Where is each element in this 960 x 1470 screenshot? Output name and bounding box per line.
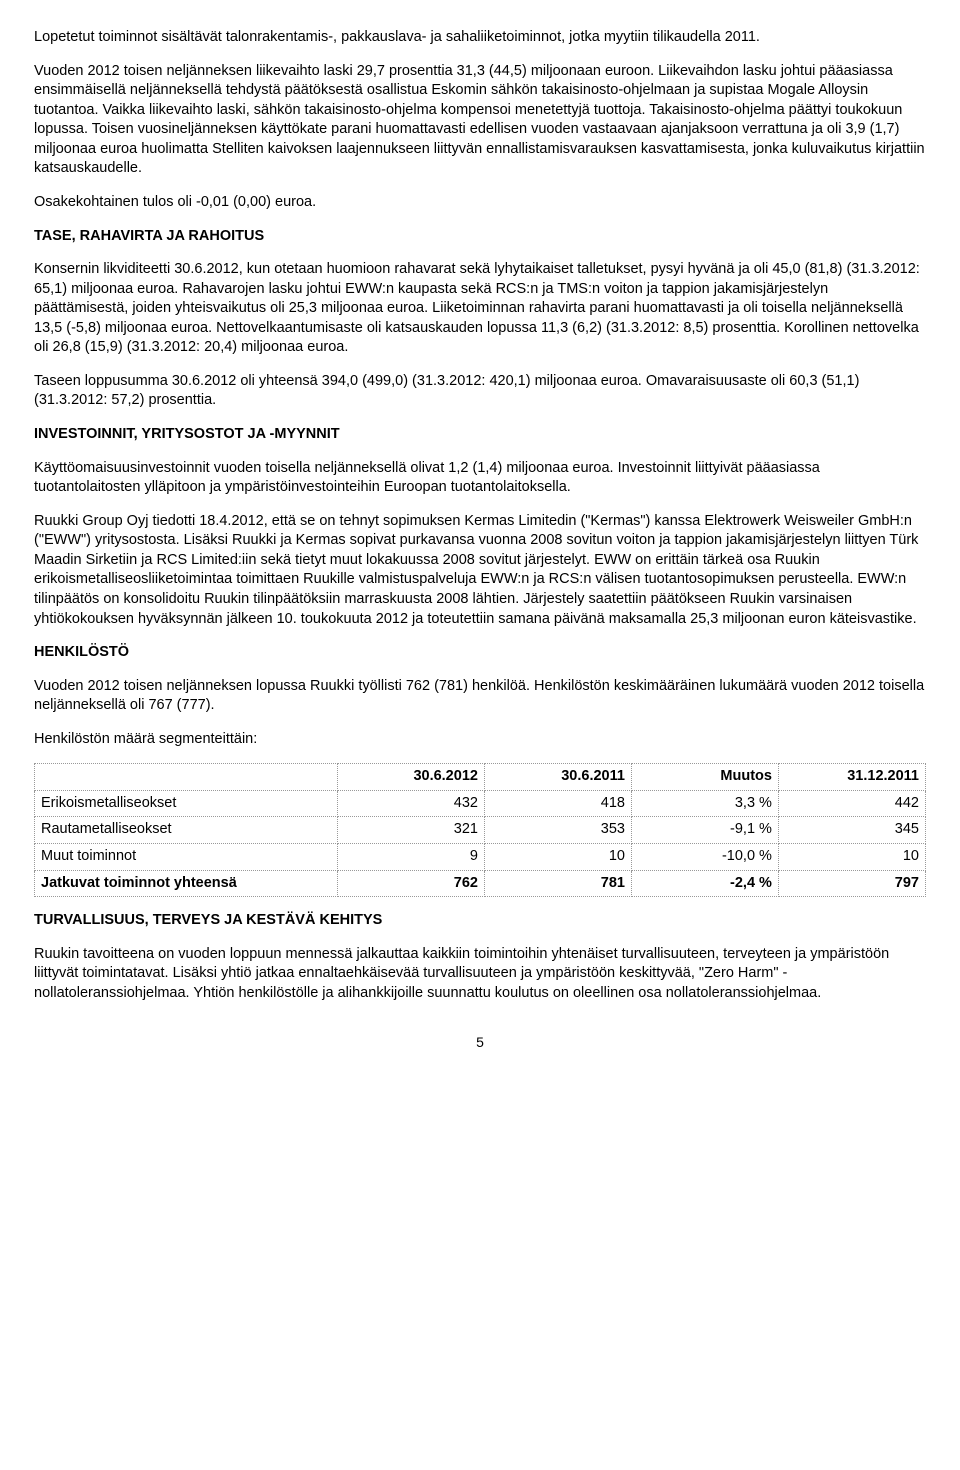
table-cell: 321 <box>337 817 484 844</box>
table-cell: 353 <box>484 817 631 844</box>
paragraph-liquidity: Konsernin likviditeetti 30.6.2012, kun o… <box>34 260 926 358</box>
table-cell: 781 <box>484 870 631 897</box>
table-header: Muutos <box>631 764 778 791</box>
table-row: Rautametalliseokset 321 353 -9,1 % 345 <box>35 817 926 844</box>
heading-investments: INVESTOINNIT, YRITYSOSTOT JA -MYYNNIT <box>34 425 926 445</box>
paragraph-safety: Ruukin tavoitteena on vuoden loppuun men… <box>34 945 926 1004</box>
paragraph-personnel-count: Vuoden 2012 toisen neljänneksen lopussa … <box>34 677 926 716</box>
table-cell: 9 <box>337 844 484 871</box>
table-cell: Jatkuvat toiminnot yhteensä <box>35 870 338 897</box>
table-header: 30.6.2011 <box>484 764 631 791</box>
heading-safety: TURVALLISUUS, TERVEYS JA KESTÄVÄ KEHITYS <box>34 911 926 931</box>
table-cell: 418 <box>484 790 631 817</box>
table-header-row: 30.6.2012 30.6.2011 Muutos 31.12.2011 <box>35 764 926 791</box>
table-cell: -9,1 % <box>631 817 778 844</box>
table-header: 31.12.2011 <box>778 764 925 791</box>
table-row: Erikoismetalliseokset 432 418 3,3 % 442 <box>35 790 926 817</box>
table-row: Muut toiminnot 9 10 -10,0 % 10 <box>35 844 926 871</box>
paragraph-capex: Käyttöomaisuusinvestoinnit vuoden toisel… <box>34 459 926 498</box>
table-cell: Muut toiminnot <box>35 844 338 871</box>
heading-balance: TASE, RAHAVIRTA JA RAHOITUS <box>34 227 926 247</box>
table-total-row: Jatkuvat toiminnot yhteensä 762 781 -2,4… <box>35 870 926 897</box>
paragraph-eww: Ruukki Group Oyj tiedotti 18.4.2012, ett… <box>34 512 926 629</box>
table-cell: 762 <box>337 870 484 897</box>
table-cell: 432 <box>337 790 484 817</box>
table-cell: Erikoismetalliseokset <box>35 790 338 817</box>
table-cell: 10 <box>484 844 631 871</box>
table-cell: 345 <box>778 817 925 844</box>
table-cell: -10,0 % <box>631 844 778 871</box>
page-number: 5 <box>34 1033 926 1052</box>
paragraph-discontinued: Lopetetut toiminnot sisältävät talonrake… <box>34 28 926 48</box>
table-cell: 442 <box>778 790 925 817</box>
table-cell: -2,4 % <box>631 870 778 897</box>
paragraph-balance-total: Taseen loppusumma 30.6.2012 oli yhteensä… <box>34 372 926 411</box>
paragraph-revenue: Vuoden 2012 toisen neljänneksen liikevai… <box>34 62 926 179</box>
paragraph-eps: Osakekohtainen tulos oli -0,01 (0,00) eu… <box>34 193 926 213</box>
personnel-table: 30.6.2012 30.6.2011 Muutos 31.12.2011 Er… <box>34 763 926 897</box>
table-header: 30.6.2012 <box>337 764 484 791</box>
table-header <box>35 764 338 791</box>
paragraph-personnel-segments: Henkilöstön määrä segmenteittäin: <box>34 730 926 750</box>
table-cell: 10 <box>778 844 925 871</box>
table-cell: 3,3 % <box>631 790 778 817</box>
table-cell: 797 <box>778 870 925 897</box>
heading-personnel: HENKILÖSTÖ <box>34 643 926 663</box>
table-cell: Rautametalliseokset <box>35 817 338 844</box>
